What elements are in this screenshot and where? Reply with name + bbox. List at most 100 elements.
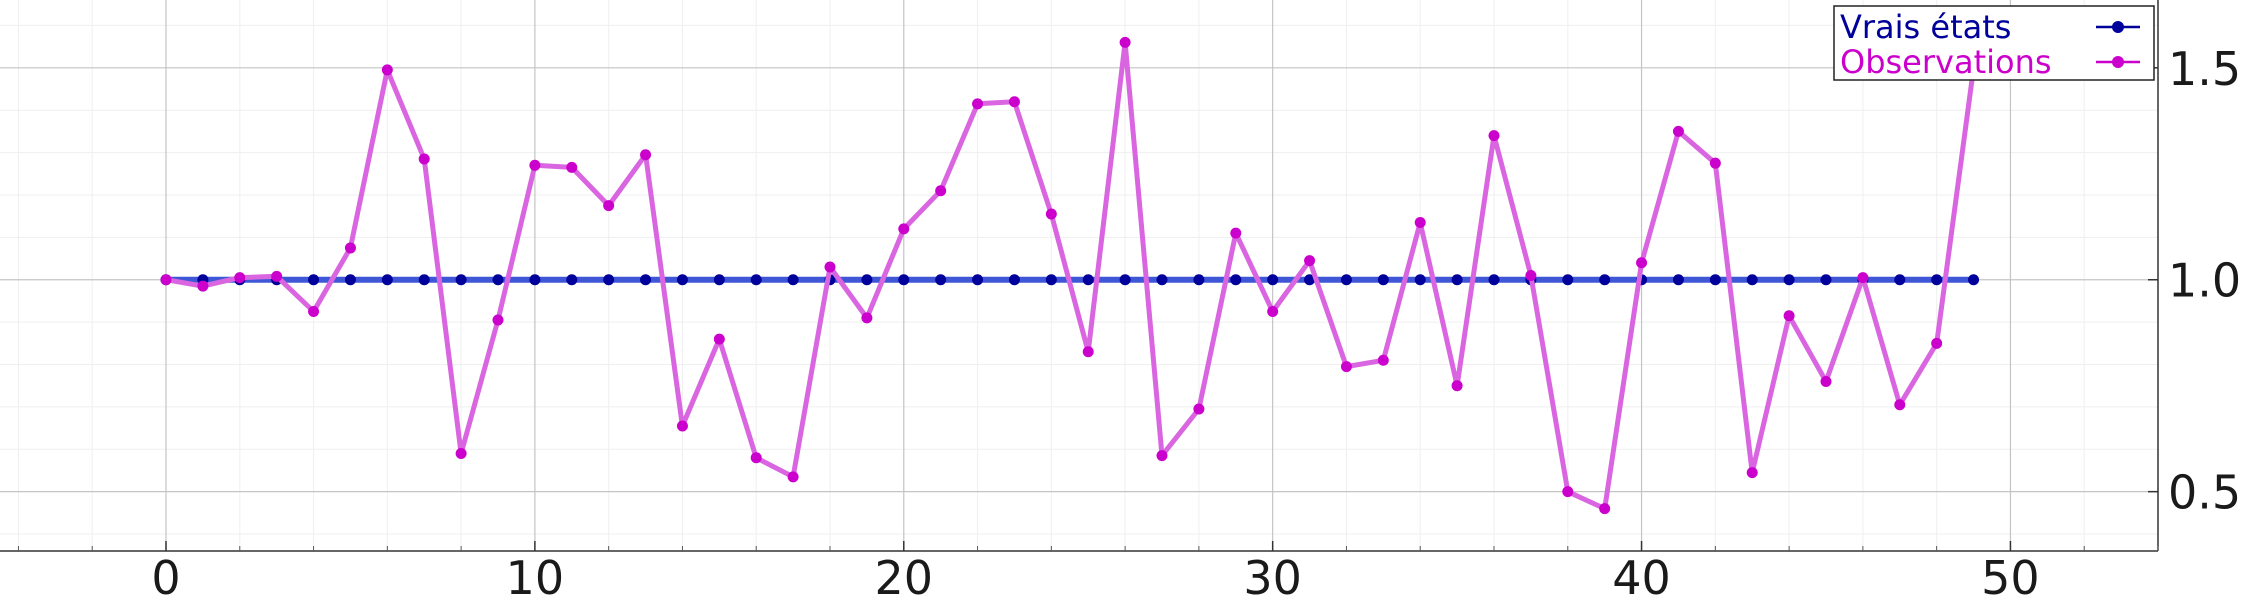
data-point xyxy=(1193,274,1205,286)
data-point xyxy=(1525,270,1537,281)
data-point xyxy=(787,274,799,286)
data-point xyxy=(1377,354,1389,366)
x-tick-label: 40 xyxy=(1612,551,1671,600)
data-point xyxy=(381,274,393,286)
data-point xyxy=(1894,399,1906,411)
data-point xyxy=(492,274,504,286)
legend-box xyxy=(1833,5,2155,81)
data-point xyxy=(603,200,615,212)
legend-label: Vrais états xyxy=(1840,8,2011,46)
data-point xyxy=(566,274,578,286)
data-point xyxy=(1414,217,1426,229)
data-point xyxy=(1783,274,1795,286)
data-point xyxy=(898,223,910,235)
data-point xyxy=(1968,274,1980,286)
data-point xyxy=(529,159,541,171)
data-point xyxy=(271,270,283,282)
x-tick-label: 50 xyxy=(1981,551,2040,600)
axis-ticks xyxy=(17,67,2159,551)
minor-grid xyxy=(0,0,2159,551)
data-point xyxy=(1304,255,1316,267)
data-point xyxy=(1193,403,1205,415)
data-point xyxy=(972,274,984,286)
data-point xyxy=(1267,274,1279,286)
data-point xyxy=(234,272,246,284)
data-point xyxy=(1820,274,1832,286)
data-point xyxy=(1709,274,1721,286)
data-point xyxy=(1562,486,1574,498)
data-point xyxy=(1082,274,1094,286)
data-point xyxy=(750,452,762,464)
data-point xyxy=(676,274,688,286)
tick-labels: 0 10 20 30 40 50 0.5 1.0 1.5 xyxy=(151,42,2241,600)
data-point xyxy=(455,448,467,460)
data-point xyxy=(529,274,541,286)
data-point xyxy=(640,274,652,286)
data-point xyxy=(1746,274,1758,286)
data-point xyxy=(640,149,652,161)
data-point xyxy=(676,420,688,432)
data-point xyxy=(566,161,578,173)
data-point xyxy=(455,274,467,286)
data-point xyxy=(1488,274,1500,286)
data-point xyxy=(381,64,393,76)
data-point xyxy=(898,274,910,286)
data-point xyxy=(750,274,762,286)
data-point xyxy=(1045,208,1057,220)
x-tick-label: 20 xyxy=(875,551,934,600)
data-point xyxy=(1008,96,1020,108)
data-point xyxy=(1599,274,1611,286)
x-tick-label: 30 xyxy=(1243,551,1302,600)
data-point xyxy=(1008,274,1020,286)
x-tick-label: 10 xyxy=(506,551,565,600)
data-point xyxy=(1156,450,1168,462)
data-point xyxy=(787,471,799,483)
y-tick-label: 1.5 xyxy=(2168,42,2241,96)
data-point xyxy=(1599,503,1611,515)
data-point xyxy=(308,306,320,318)
data-point xyxy=(1414,274,1426,286)
data-point xyxy=(1267,306,1279,318)
data-point xyxy=(824,261,836,273)
data-point xyxy=(861,274,873,286)
data-point xyxy=(1230,274,1242,286)
data-point xyxy=(1636,257,1648,269)
data-point xyxy=(344,274,356,286)
data-point xyxy=(1672,125,1684,137)
data-point xyxy=(1119,36,1131,48)
y-tick-label: 0.5 xyxy=(2168,466,2241,520)
legend-item: Vrais états xyxy=(1840,8,2140,46)
series-observations xyxy=(160,36,1980,515)
data-point xyxy=(418,153,430,165)
data-point xyxy=(1451,380,1463,392)
data-point xyxy=(1931,274,1943,286)
data-point xyxy=(1562,274,1574,286)
data-point xyxy=(1451,274,1463,286)
data-point xyxy=(1931,337,1943,349)
data-point xyxy=(935,274,947,286)
data-point xyxy=(1304,274,1316,286)
series-line xyxy=(165,39,1977,512)
legend-marker xyxy=(2112,21,2124,33)
data-point xyxy=(1156,274,1168,286)
legend-label: Observations xyxy=(1840,43,2052,81)
data-point xyxy=(1820,375,1832,387)
data-point xyxy=(160,274,172,286)
legend-item: Observations xyxy=(1840,43,2140,81)
data-point xyxy=(1340,274,1352,286)
data-point xyxy=(1340,361,1352,373)
data-point xyxy=(861,312,873,324)
legend-marker xyxy=(2112,56,2124,68)
data-point xyxy=(1082,346,1094,358)
data-point xyxy=(492,314,504,326)
data-point xyxy=(344,242,356,254)
major-grid xyxy=(0,0,2158,551)
data-point xyxy=(935,185,947,197)
data-point xyxy=(1894,274,1906,286)
data-point xyxy=(1857,272,1869,284)
x-tick-label: 0 xyxy=(151,551,180,600)
data-point xyxy=(308,274,320,286)
data-point xyxy=(972,98,984,110)
